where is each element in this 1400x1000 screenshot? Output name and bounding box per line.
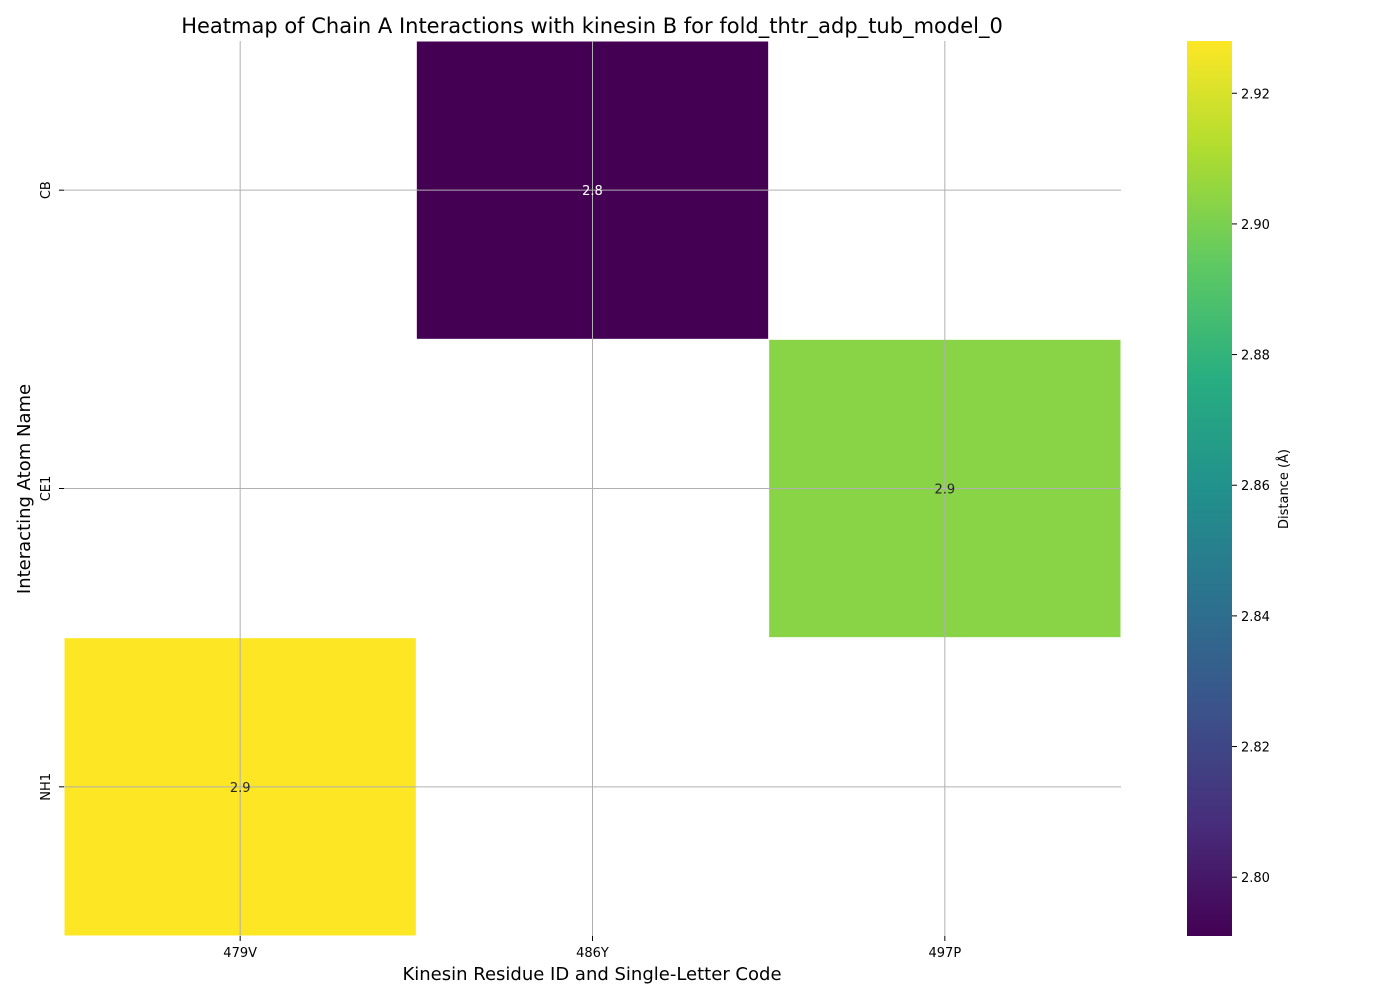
x-tick-label: 486Y xyxy=(576,946,609,961)
grid-lines xyxy=(64,41,1121,936)
cell-value-labels: 2.8 2.9 2.9 xyxy=(230,184,955,796)
x-tick-label: 479V xyxy=(223,946,257,961)
x-axis-ticks: 479V 486Y 497P xyxy=(223,936,961,961)
colorbar-label: Distance (Å) xyxy=(1276,449,1292,529)
y-tick-label: CE1 xyxy=(39,476,54,502)
colorbar-ticks: 2.80 2.82 2.84 2.86 2.88 2.90 2.92 xyxy=(1232,87,1270,886)
colorbar-gradient xyxy=(1187,41,1232,936)
colorbar-tick-label: 2.80 xyxy=(1241,871,1270,886)
x-axis-label: Kinesin Residue ID and Single-Letter Cod… xyxy=(402,964,781,985)
y-axis-ticks: CB CE1 NH1 xyxy=(39,181,64,801)
chart-title: Heatmap of Chain A Interactions with kin… xyxy=(181,14,1003,39)
y-tick-label: NH1 xyxy=(39,773,54,801)
cell-value-label: 2.9 xyxy=(934,483,955,498)
colorbar-tick-label: 2.86 xyxy=(1241,479,1270,494)
colorbar-tick-label: 2.82 xyxy=(1241,741,1270,756)
colorbar-tick-label: 2.90 xyxy=(1241,218,1270,233)
y-axis-label: Interacting Atom Name xyxy=(14,384,35,594)
colorbar-tick-label: 2.88 xyxy=(1241,349,1270,364)
cell-value-label: 2.8 xyxy=(582,184,603,199)
cell-value-label: 2.9 xyxy=(230,781,251,796)
colorbar-tick-label: 2.84 xyxy=(1241,610,1270,625)
y-tick-label: CB xyxy=(39,181,54,199)
x-tick-label: 497P xyxy=(929,946,962,961)
colorbar-tick-label: 2.92 xyxy=(1241,87,1270,102)
